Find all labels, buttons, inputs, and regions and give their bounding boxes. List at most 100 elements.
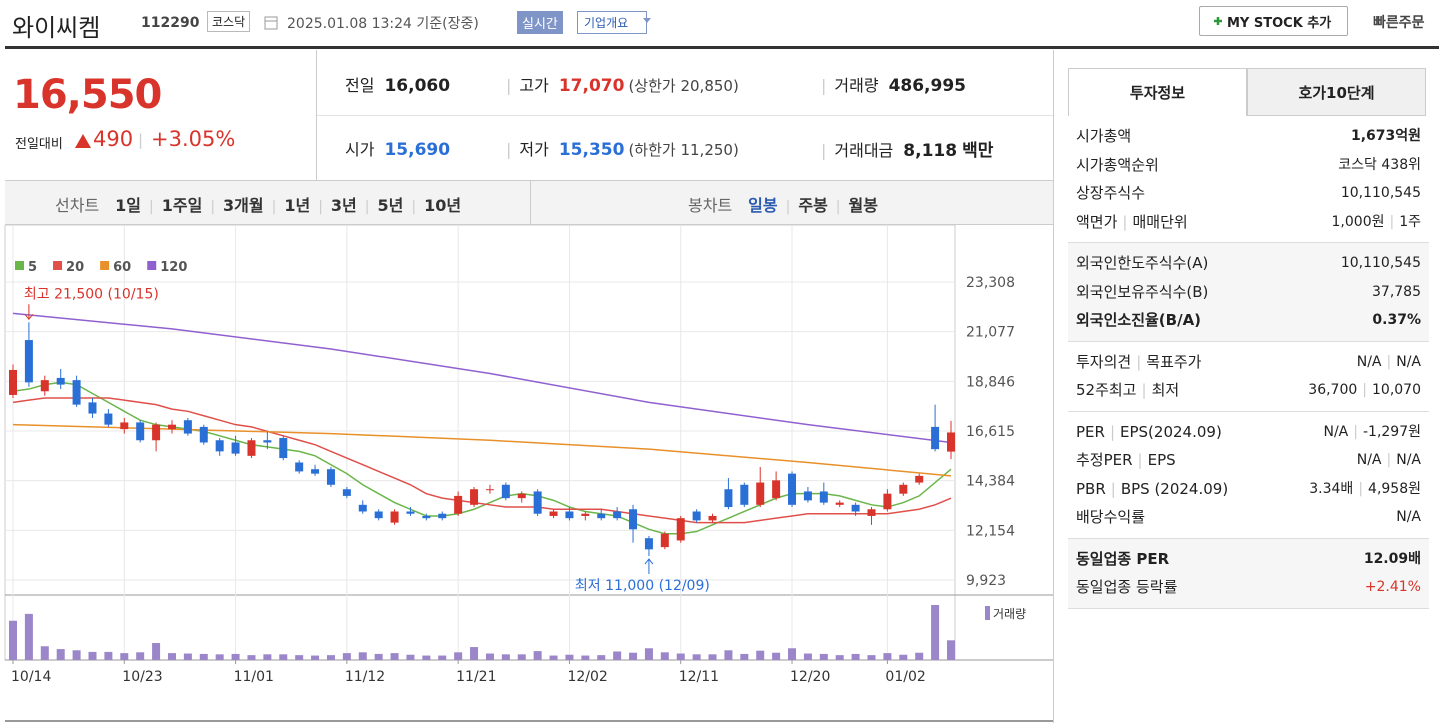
volume-bar	[88, 651, 97, 660]
y-tick-label: 14,384	[966, 474, 1015, 490]
row-value: N/A	[1356, 353, 1382, 370]
volume-bar	[867, 655, 876, 660]
candle-body	[88, 402, 97, 414]
candle-body	[501, 484, 510, 499]
legend-label: 20	[66, 260, 84, 275]
my-stock-button[interactable]	[1199, 6, 1348, 36]
divider: |	[1110, 479, 1116, 498]
period-tab[interactable]: 3년	[330, 196, 357, 215]
volume-bar	[247, 655, 256, 660]
line-chart-label: 선차트	[55, 196, 100, 215]
period-tab[interactable]: 5년	[377, 196, 404, 215]
candle-body	[247, 440, 256, 456]
row-value: N/A	[1323, 423, 1349, 440]
row-label: 추정PER	[1076, 451, 1133, 469]
volume-bar	[788, 648, 797, 660]
row-labels: PER | EPS(2024.09)	[1076, 418, 1222, 447]
candle-body	[374, 511, 383, 519]
row-labels: 시가총액	[1076, 122, 1131, 151]
row-value: 10,110,545	[1340, 255, 1421, 271]
x-tick-label: 01/02	[885, 669, 925, 685]
candle-body	[629, 509, 638, 530]
tab[interactable]: 호가10단계	[1247, 68, 1426, 116]
invest-section: PER | EPS(2024.09) N/A | -1,297원 추정PER | EPS N/A |…	[1068, 412, 1429, 539]
period-tab[interactable]: 1일	[115, 196, 142, 215]
volume-bar	[899, 654, 908, 660]
tab[interactable]: 투자정보	[1068, 68, 1247, 116]
period-tab[interactable]: 3개월	[223, 196, 264, 215]
invest-row: PBR | BPS (2024.09) 3.34배 | 4,958원	[1068, 475, 1429, 504]
volume-bar	[104, 651, 113, 660]
volume-bar	[517, 654, 526, 660]
row-values: 12.09배	[1364, 545, 1421, 574]
invest-row: 외국인보유주식수(B) 37,785	[1068, 278, 1429, 307]
candle-body	[326, 469, 335, 485]
candle-body	[899, 484, 908, 494]
legend-label: 거래량	[993, 607, 1026, 621]
x-tick-label: 10/23	[122, 669, 162, 685]
divider	[317, 115, 1053, 116]
note: (하한가 11,250)	[628, 141, 739, 159]
row-values: 1,000원 | 1주	[1332, 208, 1421, 237]
volume-bar	[279, 654, 288, 660]
candle-body	[438, 513, 447, 519]
candle-body	[533, 491, 542, 514]
candle-body	[390, 511, 399, 523]
x-tick-label: 11/01	[234, 669, 274, 685]
volume-bar	[215, 654, 224, 660]
divider: |	[138, 131, 144, 149]
row-labels: 52주최고 | 최저	[1076, 376, 1179, 405]
row-labels: 시가총액순위	[1076, 151, 1159, 180]
realtime-button[interactable]: 실시간	[517, 11, 563, 34]
divider: |	[364, 199, 370, 215]
row-labels: 배당수익률	[1076, 503, 1145, 532]
candle-body	[756, 482, 765, 505]
candle-body	[851, 504, 860, 512]
invest-tabs: 투자정보 호가10단계	[1068, 68, 1429, 116]
volume-bar	[740, 653, 749, 660]
row-labels: 외국인소진율(B/A)	[1076, 306, 1201, 335]
volume-bar	[374, 653, 383, 660]
row-labels: 투자의견 | 목표주가	[1076, 348, 1201, 377]
row-labels: 상장주식수	[1076, 179, 1145, 208]
candle-body	[931, 426, 940, 450]
company-info-button[interactable]: 기업개요	[577, 11, 648, 34]
volume-bar	[549, 655, 558, 660]
quick-order[interactable]: 빠른주문	[1373, 15, 1425, 31]
period-tab[interactable]: 10년	[424, 196, 462, 215]
row-label: 액면가	[1076, 212, 1118, 231]
legend-label: 60	[113, 260, 131, 275]
candle-type-tab[interactable]: 일봉	[748, 196, 778, 215]
invest-sections: 시가총액 1,673억원 시가총액순위 코스닥 438위 상장주식수 10,110,545…	[1068, 116, 1429, 609]
period-tab[interactable]: 1년	[284, 196, 311, 215]
row-value: -1,297원	[1362, 423, 1421, 440]
volume-bar	[883, 653, 892, 660]
candle-body	[40, 380, 49, 392]
row-value: N/A	[1396, 353, 1421, 370]
row-value: N/A	[1396, 452, 1421, 468]
row-label: BPS (2024.09)	[1120, 479, 1229, 498]
x-tick-label: 10/14	[11, 669, 51, 685]
x-tick-label: 11/12	[345, 669, 385, 685]
summary-cell: | 거래량 486,995	[821, 76, 966, 96]
candle-type-tab[interactable]: 주봉	[798, 196, 828, 215]
candle-tabs: 봉차트 일봉 | 주봉 | 월봉	[688, 192, 878, 216]
value: 15,350	[558, 140, 625, 160]
candle-body	[454, 495, 463, 514]
volume-bar	[772, 652, 781, 660]
divider: |	[1141, 381, 1147, 399]
y-tick-label: 16,615	[966, 424, 1015, 440]
row-values: 0.37%	[1372, 306, 1421, 335]
volume-bar	[40, 646, 49, 660]
divider: |	[1109, 422, 1116, 441]
invest-row: 외국인소진율(B/A) 0.37%	[1068, 306, 1429, 335]
stock-code: 112290	[141, 15, 200, 31]
invest-row: 투자의견 | 목표주가 N/A | N/A	[1068, 348, 1429, 377]
period-tab[interactable]: 1주일	[161, 196, 203, 215]
candle-type-tab[interactable]: 월봉	[848, 196, 878, 215]
row-value: 12.09배	[1363, 550, 1421, 567]
period-tabs: 선차트 1일 | 1주일 | 3개월 | 1년 | 3년 | 5년 | 10년	[55, 192, 461, 216]
candle-body	[549, 511, 558, 516]
row-labels: 외국인보유주식수(B)	[1076, 278, 1208, 307]
